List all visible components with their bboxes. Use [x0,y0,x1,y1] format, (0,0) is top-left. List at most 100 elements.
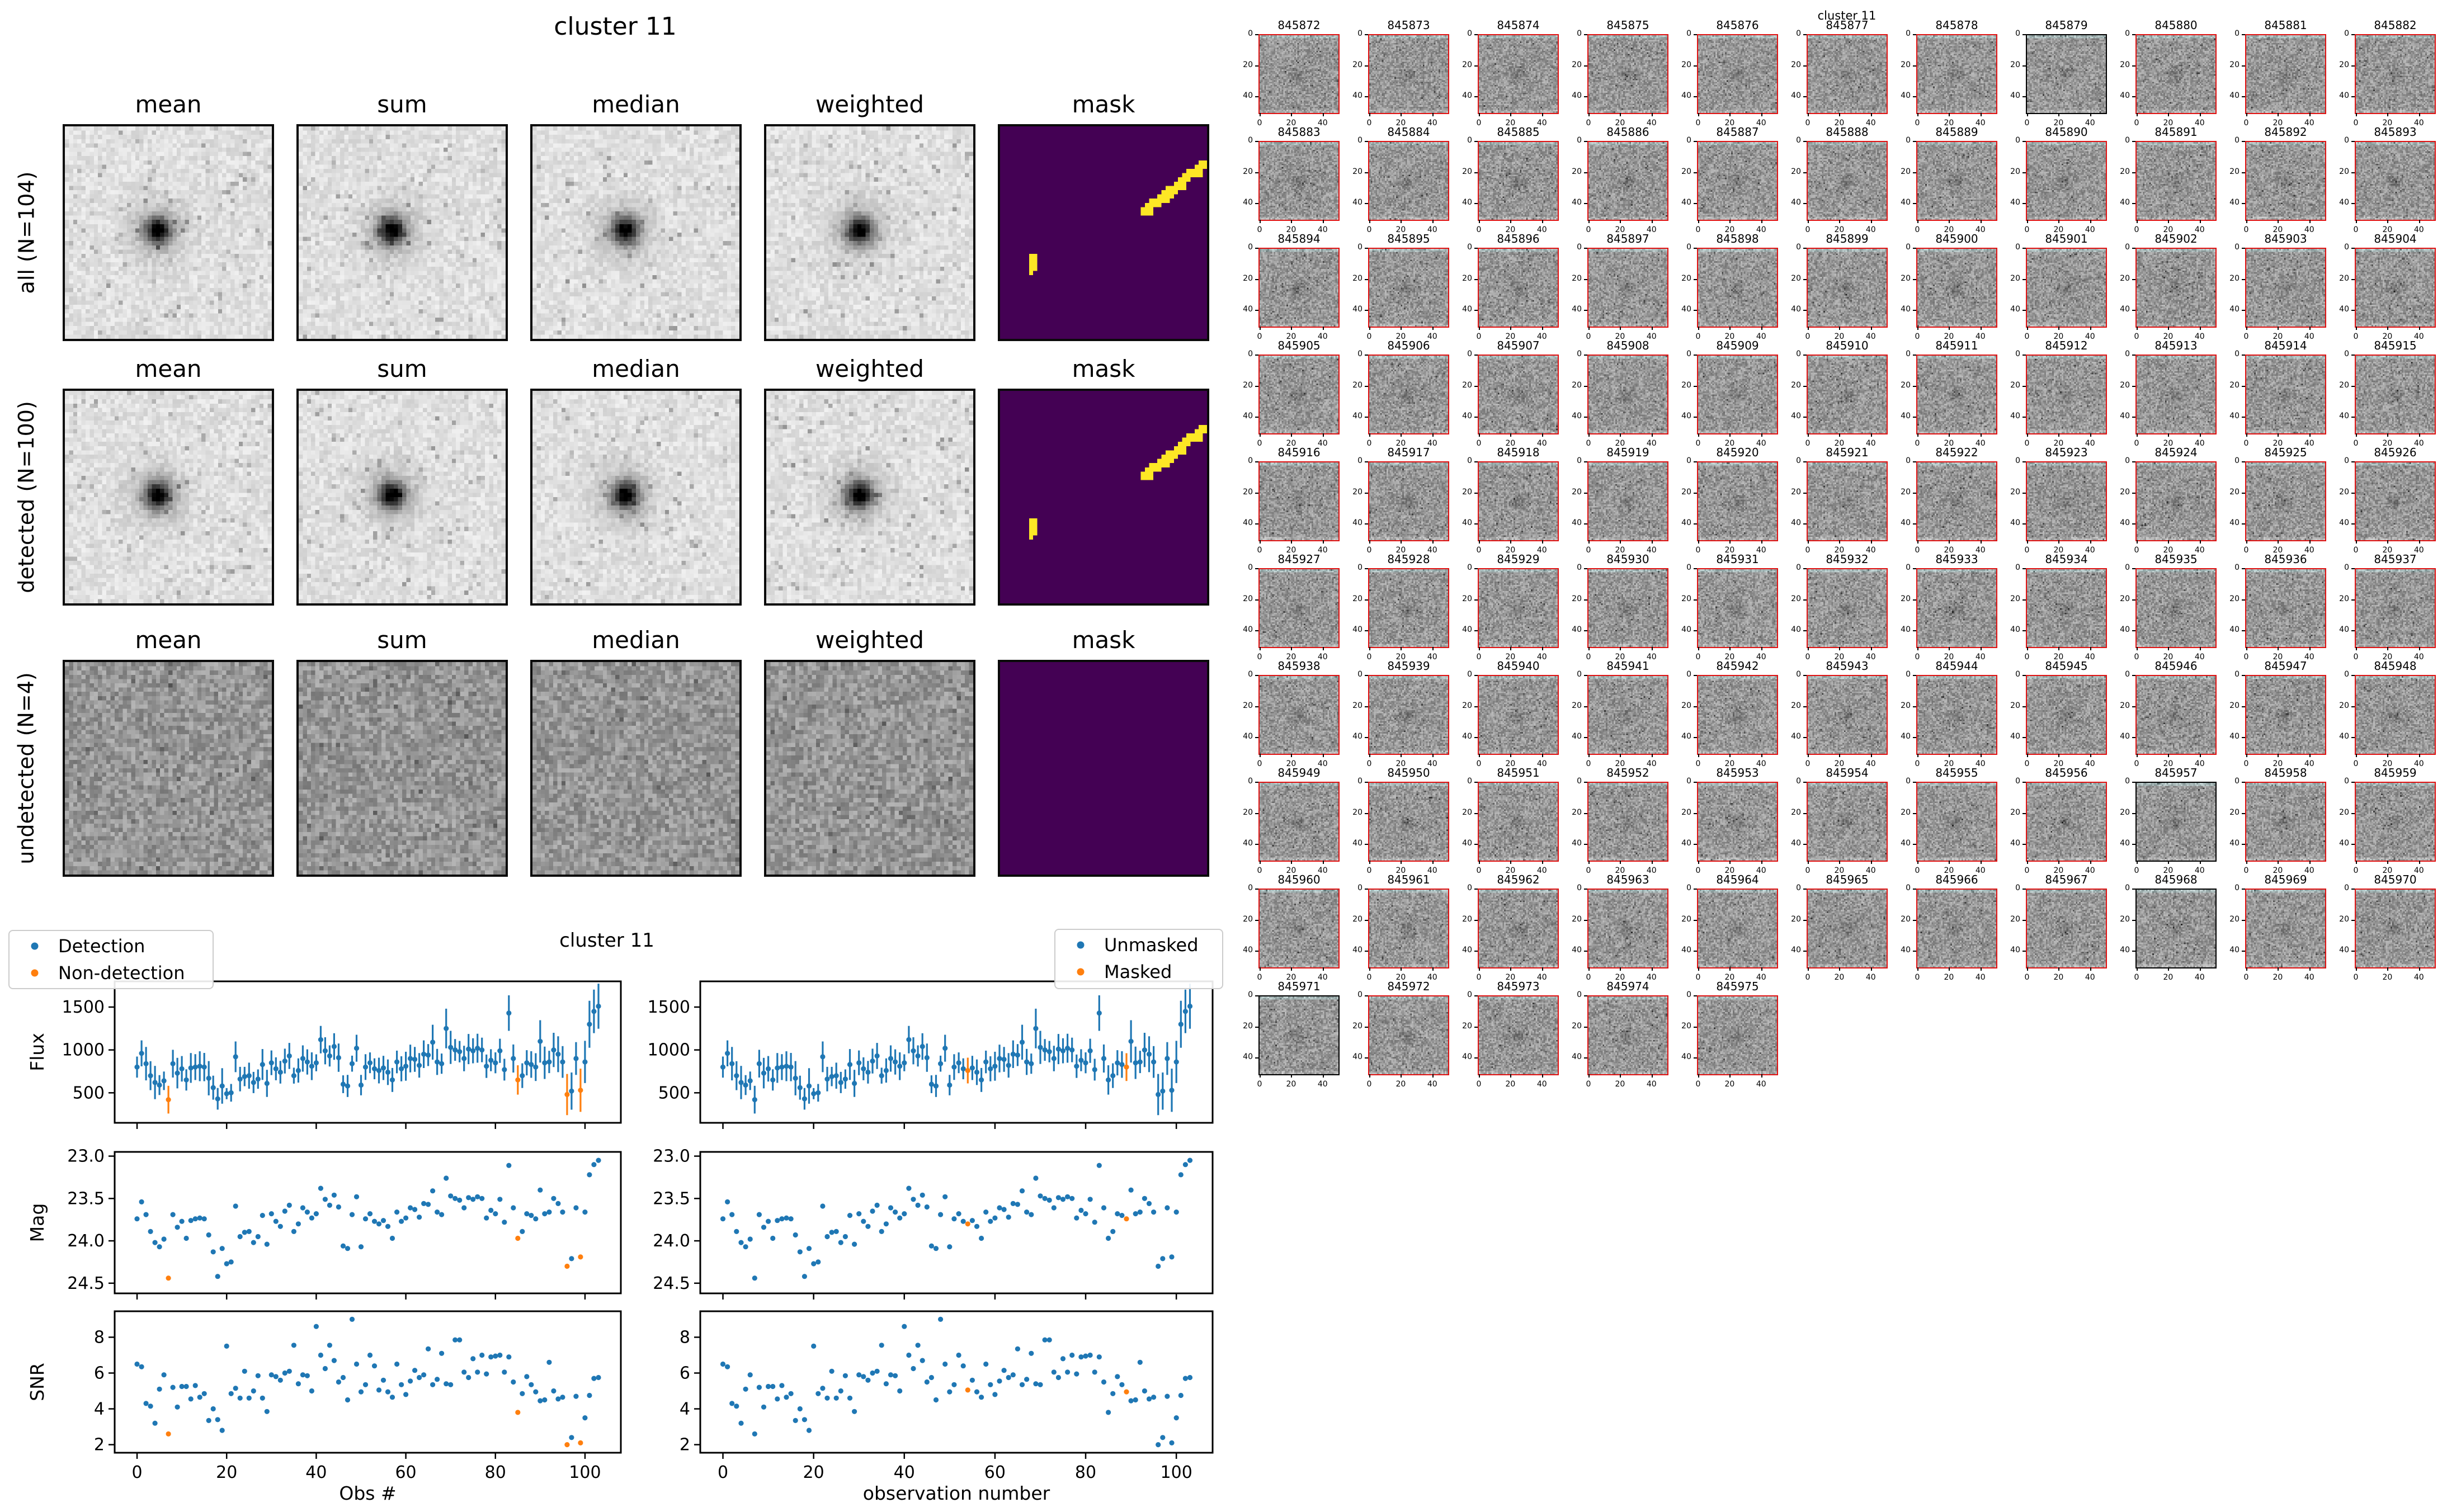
stamp-ytick-mark [1584,1026,1587,1028]
stamp-ytick-mark [2242,203,2245,205]
svg-text:23.5: 23.5 [653,1189,690,1208]
stamp-xtick-mark [2246,433,2247,437]
stamp-xtick-mark [2199,967,2201,971]
stamp-xtick-label: 0 [1805,866,1811,875]
stamp-xtick-label: 20 [2273,439,2283,448]
stamp-ytick-label: 40 [1791,412,1801,421]
stamp-ytick-mark [1474,523,1478,525]
stamp-xtick-mark [1260,540,1261,544]
stamp-xtick-mark [1541,861,1543,864]
stamp-ytick-mark [2022,492,2026,494]
stamp-xtick-mark [1510,220,1512,223]
stamp-xtick-mark [1401,1074,1402,1078]
stamp-ytick-mark [1694,355,1697,356]
svg-text:80: 80 [485,1463,506,1482]
stamp-ytick-label: 40 [1681,518,1691,528]
stack-panel-mean [63,660,274,877]
stamp-id: 845971 [1277,980,1321,993]
stamp-cell: 845913 0 0 20 20 40 40 [2111,339,2219,448]
stamp-xtick-label: 0 [1586,439,1591,448]
stamp-id: 845939 [1387,659,1430,673]
stamp-ytick-mark [1913,65,1916,67]
stamp-ytick-mark [1365,172,1368,173]
stamp-ytick-mark [1474,65,1478,67]
stamp-image [1258,995,1340,1075]
stamp-cell: 845880 0 0 20 20 40 40 [2111,18,2219,127]
panel-title: sum [377,626,427,654]
panel-title: median [592,91,680,118]
stamp-xtick-label: 40 [1536,653,1547,662]
stamp-xtick-mark [1541,754,1543,757]
stamp-cell: 845887 0 0 20 20 40 40 [1672,125,1780,234]
stamp-ytick-mark [1255,172,1258,173]
stamp-image [1697,34,1778,114]
stamp-xtick-label: 20 [1724,119,1735,127]
stamp-ytick-label: 40 [1572,412,1582,421]
stamp-ytick-label: 20 [2229,701,2240,710]
stamp-xtick-mark [2387,967,2389,971]
stamp-ytick-label: 40 [1791,839,1801,848]
stamp-xtick-mark [1322,754,1324,757]
stamp-ytick-label: 0 [1577,563,1582,572]
stamp-xtick-mark [2418,327,2420,330]
stamp-xtick-mark [2168,647,2170,650]
stack-panel-mask [998,660,1209,877]
stamp-ytick-label: 40 [2229,946,2240,955]
stamp-ytick-label: 0 [1796,456,1801,465]
stamp-xtick-mark [2027,113,2028,116]
stamp-ytick-mark [2242,599,2245,601]
stamp-xtick-mark [1651,220,1653,223]
stamp-ytick-label: 0 [1906,670,1911,679]
stamp-ytick-mark [1474,889,1478,890]
stamp-ytick-mark [2022,141,2026,142]
stamp-ytick-label: 0 [1248,456,1253,465]
stamp-ytick-mark [1365,919,1368,921]
stamp-xtick-label: 40 [2413,759,2424,768]
stamp-xtick-mark [1432,327,1434,330]
stamp-cell: 845874 0 0 20 20 40 40 [1453,18,1561,127]
stamp-xtick-label: 0 [2353,653,2359,662]
stamp-xtick-mark [1651,540,1653,544]
stamp-ytick-label: 20 [1243,914,1253,924]
stamp-xtick-label: 0 [1695,1080,1701,1089]
stamp-image [2026,355,2107,434]
stamp-xtick-label: 0 [1366,439,1372,448]
stamp-image [2135,248,2217,328]
stamp-ytick-mark [2242,812,2245,814]
stamp-xtick-label: 20 [1615,866,1625,875]
stamp-xtick-mark [2309,113,2311,116]
stamp-ytick-label: 40 [1791,946,1801,955]
stamp-ytick-mark [1913,782,1916,783]
stamp-xtick-mark [1651,967,1653,971]
stamp-xtick-mark [2168,754,2170,757]
stamp-ytick-label: 40 [2010,518,2020,528]
stamp-ytick-mark [2132,737,2135,739]
stamp-ytick-label: 20 [1681,914,1691,924]
stamp-ytick-mark [1584,630,1587,632]
svg-text:2: 2 [680,1435,690,1455]
stamp-xtick-label: 40 [1975,653,1986,662]
stamp-ytick-mark [1694,417,1697,418]
stamp-ytick-mark [1694,782,1697,783]
stamp-xtick-mark [1369,113,1370,116]
stamp-xtick-label: 0 [2024,119,2030,127]
stamp-cell: 845958 0 0 20 20 40 40 [2220,766,2328,875]
stamp-xtick-label: 0 [1366,546,1372,555]
svg-text:500: 500 [658,1083,690,1103]
stamp-xtick-mark [2356,540,2357,544]
stamp-image [2245,461,2326,541]
stamp-xtick-label: 40 [1975,546,1986,555]
stamp-cell: 845935 0 0 20 20 40 40 [2111,552,2219,662]
stamp-xtick-label: 40 [1427,439,1437,448]
stamp-xtick-mark [1870,113,1872,116]
stamp-ytick-label: 20 [2010,487,2020,497]
stamp-ytick-mark [1255,34,1258,35]
svg-text:0: 0 [718,1463,728,1482]
stamp-ytick-label: 20 [2229,487,2240,497]
stamp-ytick-label: 40 [1681,305,1691,314]
stamp-xtick-label: 40 [1427,119,1437,127]
stamp-cell: 845872 0 0 20 20 40 40 [1234,18,1342,127]
stamp-xtick-mark [1322,647,1324,650]
svg-text:20: 20 [803,1463,824,1482]
stamp-xtick-mark [1917,647,1918,650]
